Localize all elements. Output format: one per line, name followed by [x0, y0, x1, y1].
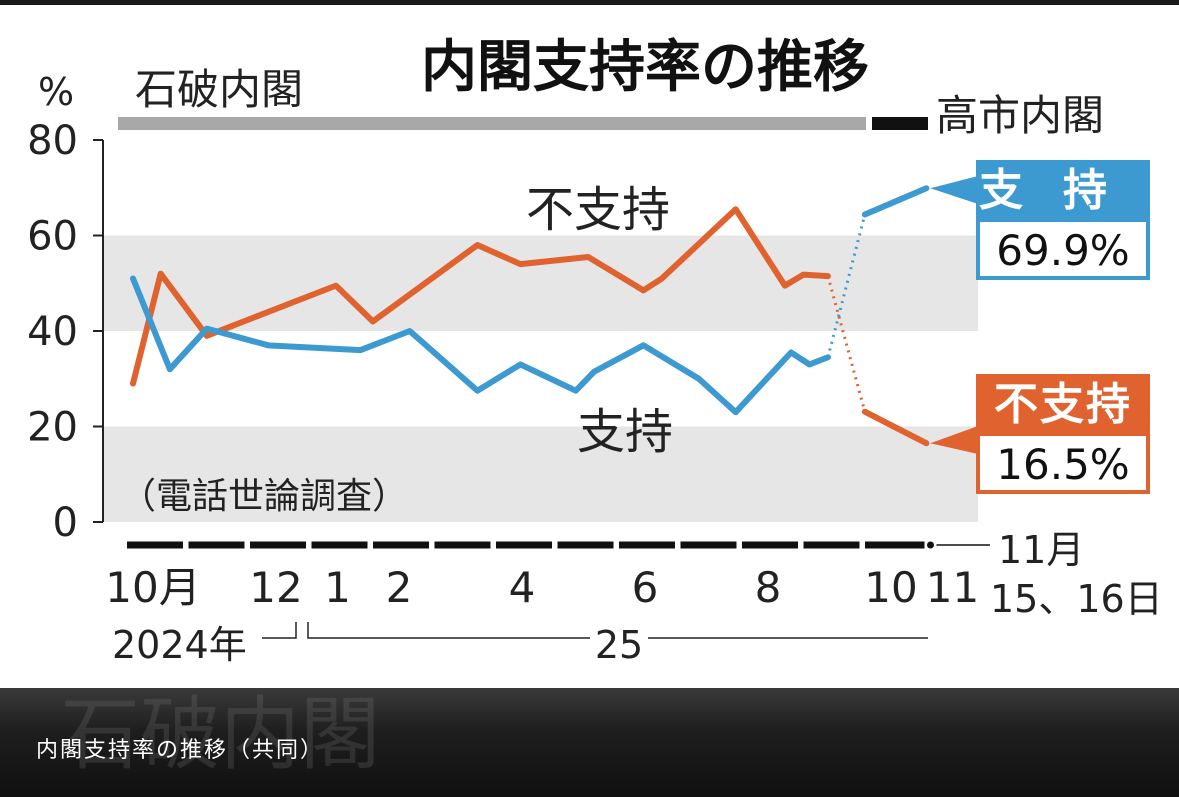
x-tick-label-11: 11: [926, 563, 979, 612]
series-line-1: [130, 275, 831, 416]
inline-label-approval: 支持: [577, 404, 673, 460]
end-box-approval-value: 69.9%: [996, 226, 1129, 275]
series-dotted-0: [826, 275, 867, 413]
latest-survey-dot: [927, 541, 934, 549]
end-box-approval-value-box: [976, 218, 1150, 280]
x-tick-label-10月: 10月: [105, 563, 200, 612]
y-tick-label-60: 60: [27, 214, 78, 260]
x-tick-label-6: 6: [632, 563, 659, 612]
caption-text: 内閣支持率の推移（共同）: [36, 738, 325, 763]
y-tick-label-80: 80: [27, 118, 78, 164]
chart-title: 内閣支持率の推移: [421, 35, 869, 100]
y-axis-unit: %: [38, 70, 74, 114]
end-box-approval-pointer: [930, 176, 978, 204]
series-line-0: [130, 206, 831, 387]
end-box-disapproval-value: 16.5%: [996, 440, 1129, 489]
year-label-2024: 2024年: [112, 623, 247, 667]
latest-date-month: 11月: [998, 528, 1084, 572]
cabinet-bar-takaichi: [872, 117, 928, 130]
caption-bar: 石破内閣 内閣支持率の推移（共同）: [0, 688, 1179, 797]
end-box-approval-label: 支持: [979, 165, 1147, 216]
year-bracket-2024: [262, 622, 297, 639]
grid-band-1: [103, 235, 978, 331]
x-tick-label-4: 4: [509, 563, 536, 612]
cabinet-label-takaichi: 高市内閣: [936, 91, 1104, 140]
y-tick-label-0: 0: [53, 500, 78, 546]
x-tick-label-8: 8: [755, 563, 782, 612]
grid-band-0: [103, 426, 978, 522]
latest-date-days: 15、16日: [990, 577, 1163, 621]
y-tick-label-20: 20: [27, 405, 78, 451]
x-tick-label-12: 12: [249, 563, 302, 612]
x-tick-label-1: 1: [324, 563, 351, 612]
end-box-approval-header: [976, 160, 1150, 220]
survey-note: （電話世論調査）: [120, 476, 408, 517]
end-box-disapproval-pointer: [930, 426, 978, 454]
cabinet-bar-ishiba: [118, 117, 866, 130]
caption-background-ghost: 石破内閣: [60, 688, 380, 781]
cabinet-label-ishiba: 石破内閣: [135, 65, 303, 114]
end-box-disapproval-value-box: [976, 432, 1150, 494]
top-border: [0, 0, 1179, 5]
inline-label-disapproval: 不支持: [526, 182, 670, 238]
series-line-latest-0: [861, 408, 930, 447]
end-box-disapproval-label: 不支持: [994, 379, 1132, 430]
year-bracket-2025-left: [307, 622, 590, 639]
x-tick-label-2: 2: [386, 563, 413, 612]
series-line-latest-1: [861, 185, 930, 218]
x-tick-label-10: 10: [864, 563, 917, 612]
year-label-2025: 25: [595, 623, 643, 667]
end-box-disapproval-header: [976, 374, 1150, 434]
y-tick-label-40: 40: [27, 309, 78, 355]
